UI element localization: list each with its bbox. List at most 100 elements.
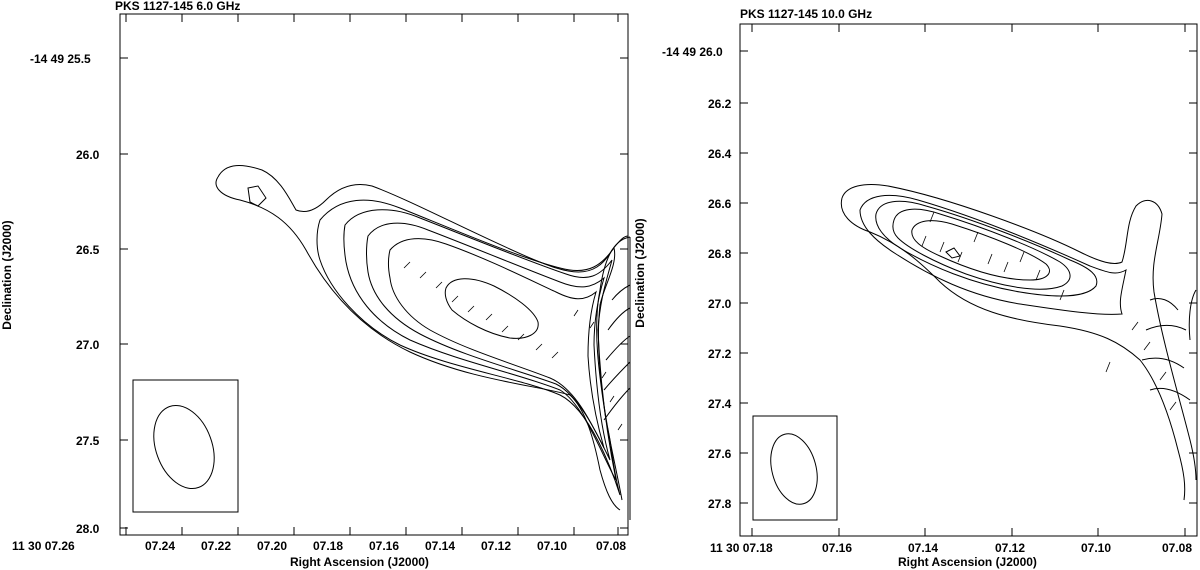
y-axis-label-10ghz: Declination (J2000) bbox=[633, 218, 647, 327]
x-tick-label: 07.10 bbox=[537, 539, 567, 553]
x-tick-label: 07.08 bbox=[1162, 541, 1192, 555]
x-tick-label: 07.12 bbox=[995, 541, 1025, 555]
beam-inset bbox=[132, 379, 239, 513]
polarization-vector bbox=[535, 343, 543, 351]
plot-frame-6ghz bbox=[119, 13, 629, 536]
contour-level bbox=[911, 220, 1050, 281]
contour-level bbox=[247, 185, 267, 207]
polarization-vector bbox=[1143, 341, 1151, 351]
y-tick-label: 27.0 bbox=[708, 297, 732, 311]
contour-level bbox=[316, 199, 621, 496]
y-tick-label: 26.4 bbox=[708, 147, 732, 161]
y-axis-label-6ghz: Declination (J2000) bbox=[0, 220, 14, 329]
y-tick-label: 26.0 bbox=[76, 148, 100, 162]
contour-level bbox=[366, 222, 611, 461]
y-tick-labels-6ghz: -14 49 25.5 26.0 26.5 27.0 27.5 28.0 bbox=[30, 52, 100, 536]
polarization-vector bbox=[921, 235, 927, 247]
polarization-vector bbox=[1003, 261, 1009, 273]
x-tick-label: 07.10 bbox=[1081, 541, 1111, 555]
beam-inset bbox=[752, 415, 838, 521]
x-ticks-10ghz bbox=[751, 24, 1186, 536]
contours-6ghz bbox=[215, 165, 631, 520]
polarization-vector bbox=[1105, 361, 1111, 373]
contour-level bbox=[859, 194, 1127, 315]
x-tick-label: 07.16 bbox=[369, 539, 399, 553]
polarization-vector bbox=[573, 309, 579, 317]
x-axis-label-6ghz: Right Ascension (J2000) bbox=[290, 555, 429, 569]
polarization-vector bbox=[617, 423, 623, 431]
beam-ellipse bbox=[153, 404, 215, 490]
x-ticks-6ghz bbox=[125, 14, 619, 535]
polarization-vector bbox=[403, 261, 411, 269]
panel-title-10ghz: PKS 1127-145 10.0 GHz bbox=[740, 7, 872, 21]
contour-level bbox=[945, 247, 961, 259]
panel-title-6ghz: PKS 1127-145 6.0 GHz bbox=[115, 0, 240, 13]
x-tick-label: 07.16 bbox=[822, 541, 852, 555]
x-tick-label: 07.12 bbox=[481, 539, 511, 553]
x-tick-labels-10ghz: 11 30 07.18 07.16 07.14 07.12 07.10 07.0… bbox=[710, 541, 1192, 555]
x-tick-label: 07.22 bbox=[201, 539, 231, 553]
vectors-6ghz bbox=[403, 261, 623, 431]
contour-level bbox=[444, 278, 539, 339]
y-tick-label: 27.8 bbox=[708, 497, 732, 511]
x-tick-label: 07.08 bbox=[596, 539, 626, 553]
y-tick-label: 27.6 bbox=[708, 447, 732, 461]
y-tick-label: 27.5 bbox=[76, 434, 100, 448]
polarization-vector bbox=[589, 321, 595, 329]
polarization-vector bbox=[601, 371, 607, 379]
contour-level bbox=[596, 236, 631, 520]
x-tick-label: 07.18 bbox=[313, 539, 343, 553]
polarization-vector bbox=[419, 271, 427, 279]
contours-10ghz bbox=[840, 184, 1197, 501]
polarization-vector bbox=[1035, 269, 1041, 281]
beam-ellipse bbox=[770, 433, 818, 505]
polarization-vector bbox=[451, 295, 459, 303]
contour-level bbox=[1141, 297, 1191, 401]
polarization-vector bbox=[551, 351, 559, 359]
contour-level bbox=[217, 165, 629, 273]
y-tick-label: 28.0 bbox=[76, 522, 100, 536]
polarization-vector bbox=[501, 325, 509, 333]
contour-level bbox=[875, 200, 1098, 297]
x-tick-labels-6ghz: 11 30 07.26 07.24 07.22 07.20 07.18 07.1… bbox=[12, 539, 626, 553]
polarization-vector bbox=[987, 253, 993, 265]
y-tick-labels-10ghz: -14 49 26.0 26.2 26.4 26.6 26.8 27.0 27.… bbox=[662, 45, 732, 511]
y-tick-label: -14 49 25.5 bbox=[30, 52, 91, 66]
y-tick-label: 26.5 bbox=[76, 243, 100, 257]
polarization-vector bbox=[467, 305, 475, 313]
y-tick-label: 27.2 bbox=[708, 347, 732, 361]
polarization-vector bbox=[435, 281, 443, 289]
polarization-vector bbox=[517, 333, 525, 341]
plot-frame-10ghz bbox=[739, 23, 1198, 537]
y-tick-label: 27.4 bbox=[708, 397, 732, 411]
x-tick-label: 07.14 bbox=[425, 539, 455, 553]
vectors-10ghz bbox=[921, 211, 1177, 411]
polarization-vector bbox=[1019, 251, 1025, 263]
beam-box-6ghz bbox=[132, 379, 239, 513]
x-tick-label: 07.24 bbox=[145, 539, 175, 553]
y-ticks-10ghz bbox=[740, 50, 1197, 504]
contour-level bbox=[603, 284, 631, 421]
x-tick-label: 07.20 bbox=[257, 539, 287, 553]
contour-level bbox=[841, 184, 1197, 481]
panel-10ghz: PKS 1127-145 10.0 GHz 11 30 07.18 07.16 … bbox=[633, 7, 1198, 569]
polarization-vector bbox=[1169, 401, 1177, 411]
y-tick-label: 26.2 bbox=[708, 97, 732, 111]
x-tick-label: 07.14 bbox=[908, 541, 938, 555]
contour-level bbox=[840, 197, 1186, 501]
x-tick-label: 11 30 07.18 bbox=[710, 541, 773, 555]
polarization-vector bbox=[1059, 289, 1065, 301]
x-axis-label-10ghz: Right Ascension (J2000) bbox=[898, 555, 1037, 569]
polarization-vector bbox=[957, 251, 963, 263]
x-tick-label: 11 30 07.26 bbox=[12, 539, 75, 553]
polarization-vector bbox=[485, 313, 493, 321]
polarization-vector bbox=[1131, 321, 1139, 331]
polarization-vector bbox=[939, 241, 945, 253]
contour-level bbox=[215, 176, 621, 511]
contour-level bbox=[388, 238, 605, 449]
y-tick-label: 26.8 bbox=[708, 247, 732, 261]
y-ticks-6ghz bbox=[120, 57, 628, 529]
contour-level bbox=[343, 209, 617, 481]
beam-box-10ghz bbox=[752, 415, 838, 521]
